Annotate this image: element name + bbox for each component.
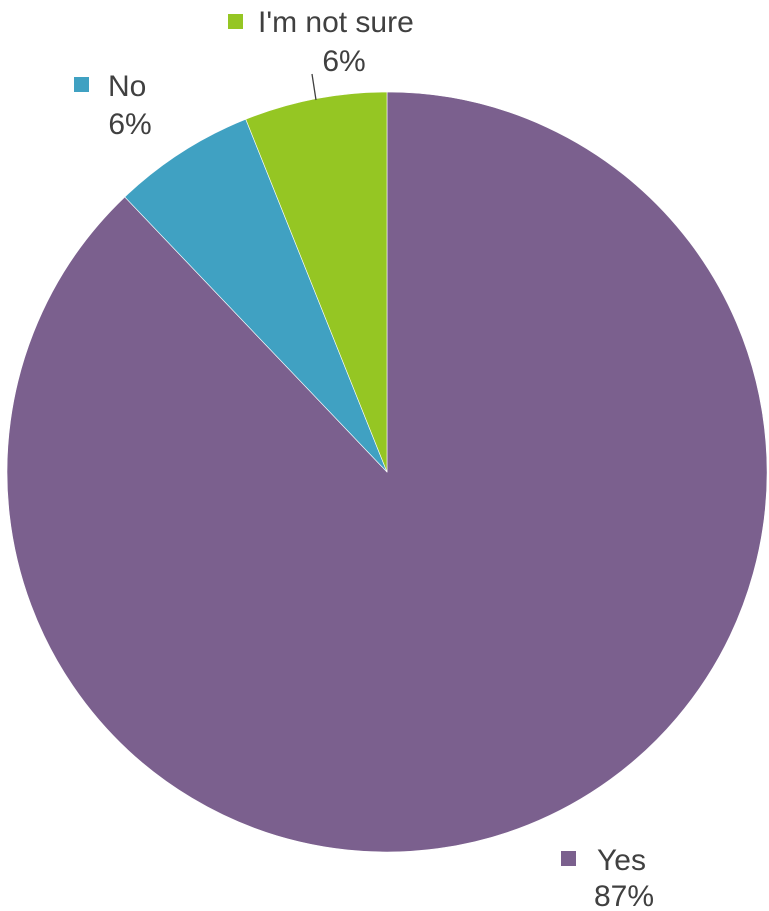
slice-value-no: 6%: [108, 108, 151, 141]
legend-swatch-no: [74, 77, 89, 92]
data-label-im-not-sure: I'm not sure 6%: [228, 6, 414, 78]
pie-slice-i-m-not-sure: [245, 91, 388, 473]
slice-value-im-not-sure: 6%: [322, 45, 365, 78]
legend-swatch-im-not-sure: [228, 14, 243, 29]
slice-label-yes: Yes: [597, 844, 646, 877]
slice-label-no: No: [108, 70, 146, 103]
legend-swatch-yes: [561, 851, 576, 866]
leader-line-im-not-sure: [311, 73, 317, 101]
data-label-no: No 6%: [74, 70, 152, 141]
slice-label-im-not-sure: I'm not sure: [258, 6, 414, 39]
data-label-yes: Yes 87%: [561, 844, 654, 911]
pie-slice-no: [124, 118, 388, 473]
slice-value-yes: 87%: [594, 880, 654, 911]
pie-slices: [6, 91, 768, 853]
